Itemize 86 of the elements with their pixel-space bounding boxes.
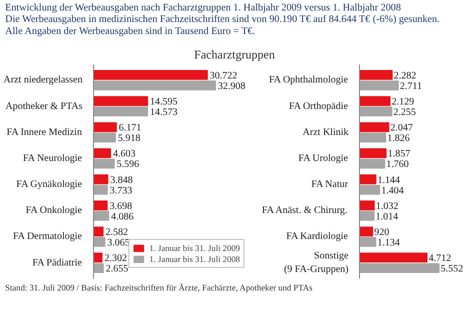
bar xyxy=(360,96,391,106)
bar xyxy=(94,184,108,195)
y-tick-label: FA Neurologie xyxy=(22,152,83,164)
bar xyxy=(360,80,399,90)
bar xyxy=(360,174,376,184)
bar xyxy=(94,80,216,90)
y-tick-label: FA Gynäkologie xyxy=(16,179,83,190)
data-label: 1.014 xyxy=(376,211,398,222)
y-tick-label: FA Natur xyxy=(311,179,349,190)
y-tick-label: Sonstige (9 FA-Gruppen) xyxy=(284,250,350,275)
data-label: 2.582 xyxy=(106,227,128,238)
bar xyxy=(360,106,392,116)
data-label: 14.595 xyxy=(150,96,178,108)
bar xyxy=(94,174,108,184)
bar xyxy=(360,158,386,169)
bar xyxy=(94,70,208,80)
bar xyxy=(94,132,116,143)
bar xyxy=(360,226,374,236)
bar xyxy=(94,106,148,116)
y-tick-label: FA Dermatologie xyxy=(12,231,83,242)
bar xyxy=(94,96,148,106)
data-label: 920 xyxy=(374,227,390,238)
bar xyxy=(94,237,106,247)
bar xyxy=(94,263,104,273)
data-label: 14.573 xyxy=(150,106,178,118)
data-label: 30.722 xyxy=(210,70,238,82)
y-tick-label: Arzt Klinik xyxy=(302,126,349,138)
bar xyxy=(360,252,428,263)
data-label: 1.134 xyxy=(377,237,400,248)
y-tick-label: FA Pädiatrie xyxy=(32,257,83,268)
data-label: 32.908 xyxy=(218,80,246,92)
legend-label: 1. Januar bis 31. Juli 2008 xyxy=(149,254,240,264)
data-label: 5.918 xyxy=(118,133,140,144)
bar xyxy=(360,148,387,158)
bar xyxy=(360,184,380,195)
y-tick-label: Arzt niedergelassen xyxy=(4,74,83,86)
data-label: 5.552 xyxy=(440,264,464,275)
y-tick-label: Apotheker & PTAs xyxy=(6,100,83,112)
y-tick-label: FA Onkologie xyxy=(26,205,83,216)
data-label: 1.032 xyxy=(376,200,398,212)
bar xyxy=(360,263,440,273)
data-label: 2.255 xyxy=(393,106,416,118)
y-tick-label: FA Urologie xyxy=(298,152,349,164)
bar xyxy=(94,200,108,210)
data-label: 3.065 xyxy=(107,237,130,248)
bar xyxy=(94,252,103,263)
bar xyxy=(94,158,115,169)
chart-subtitle: Die Werbeausgaben in medizinischen Fachzeitschriften sind von 90.190 T€ auf 84.644 T€ (-6%) gesunken. Alle Angaben der Werbeausgaben sind in Tausend Euro = T€. xyxy=(5,14,440,37)
data-label: 1.857 xyxy=(388,148,410,160)
y-tick-label: FA Orthopädie xyxy=(288,100,349,112)
bar xyxy=(94,210,110,221)
data-label: 2.302 xyxy=(104,253,127,264)
data-label: 3.733 xyxy=(110,185,132,196)
y-tick-label: FA Innere Medizin xyxy=(6,126,82,138)
data-label: 5.596 xyxy=(116,159,140,170)
bar xyxy=(360,200,375,210)
text: Facharztgruppen xyxy=(194,47,275,62)
bar xyxy=(94,148,112,158)
data-label: 4.086 xyxy=(111,211,134,222)
data-label: 2.129 xyxy=(392,96,414,108)
data-label: 1.144 xyxy=(377,174,400,186)
data-label: 3.698 xyxy=(110,200,132,212)
data-label: 2.711 xyxy=(400,80,422,92)
bar xyxy=(94,226,104,236)
data-label: 1.404 xyxy=(381,185,404,196)
text: Stand: 31. Juli 2009 / Basis: Fachzeitschriften für Ärzte, Fachärzte, Apotheker und PTAs xyxy=(5,282,314,293)
data-label: 4.712 xyxy=(428,253,452,264)
bar xyxy=(360,237,376,247)
bar xyxy=(94,122,117,132)
bar xyxy=(360,122,390,132)
y-tick-label: FA Ophthalmologie xyxy=(268,74,349,86)
data-label: 2.282 xyxy=(394,70,416,82)
legend-label: 1. Januar bis 31. Juli 2009 xyxy=(149,243,240,253)
bar xyxy=(360,132,386,143)
y-tick-label: FA Kardiologie xyxy=(286,231,349,242)
chart-title: Entwicklung der Werbeausgaben nach Facharztgruppen 1. Halbjahr 2009 versus 1. Halbjahr 2008 xyxy=(5,2,401,14)
data-label: 2.655 xyxy=(106,264,128,275)
bar xyxy=(360,210,375,221)
y-tick-label: FA Anäst. & Chirurg. xyxy=(262,205,348,216)
data-label: 3.848 xyxy=(110,174,133,186)
data-label: 2.047 xyxy=(390,122,413,134)
bar xyxy=(360,70,393,80)
data-label: 6.171 xyxy=(118,122,142,134)
data-label: 1.760 xyxy=(386,159,409,170)
data-label: 1.826 xyxy=(387,133,410,144)
data-label: 4.603 xyxy=(113,148,136,160)
